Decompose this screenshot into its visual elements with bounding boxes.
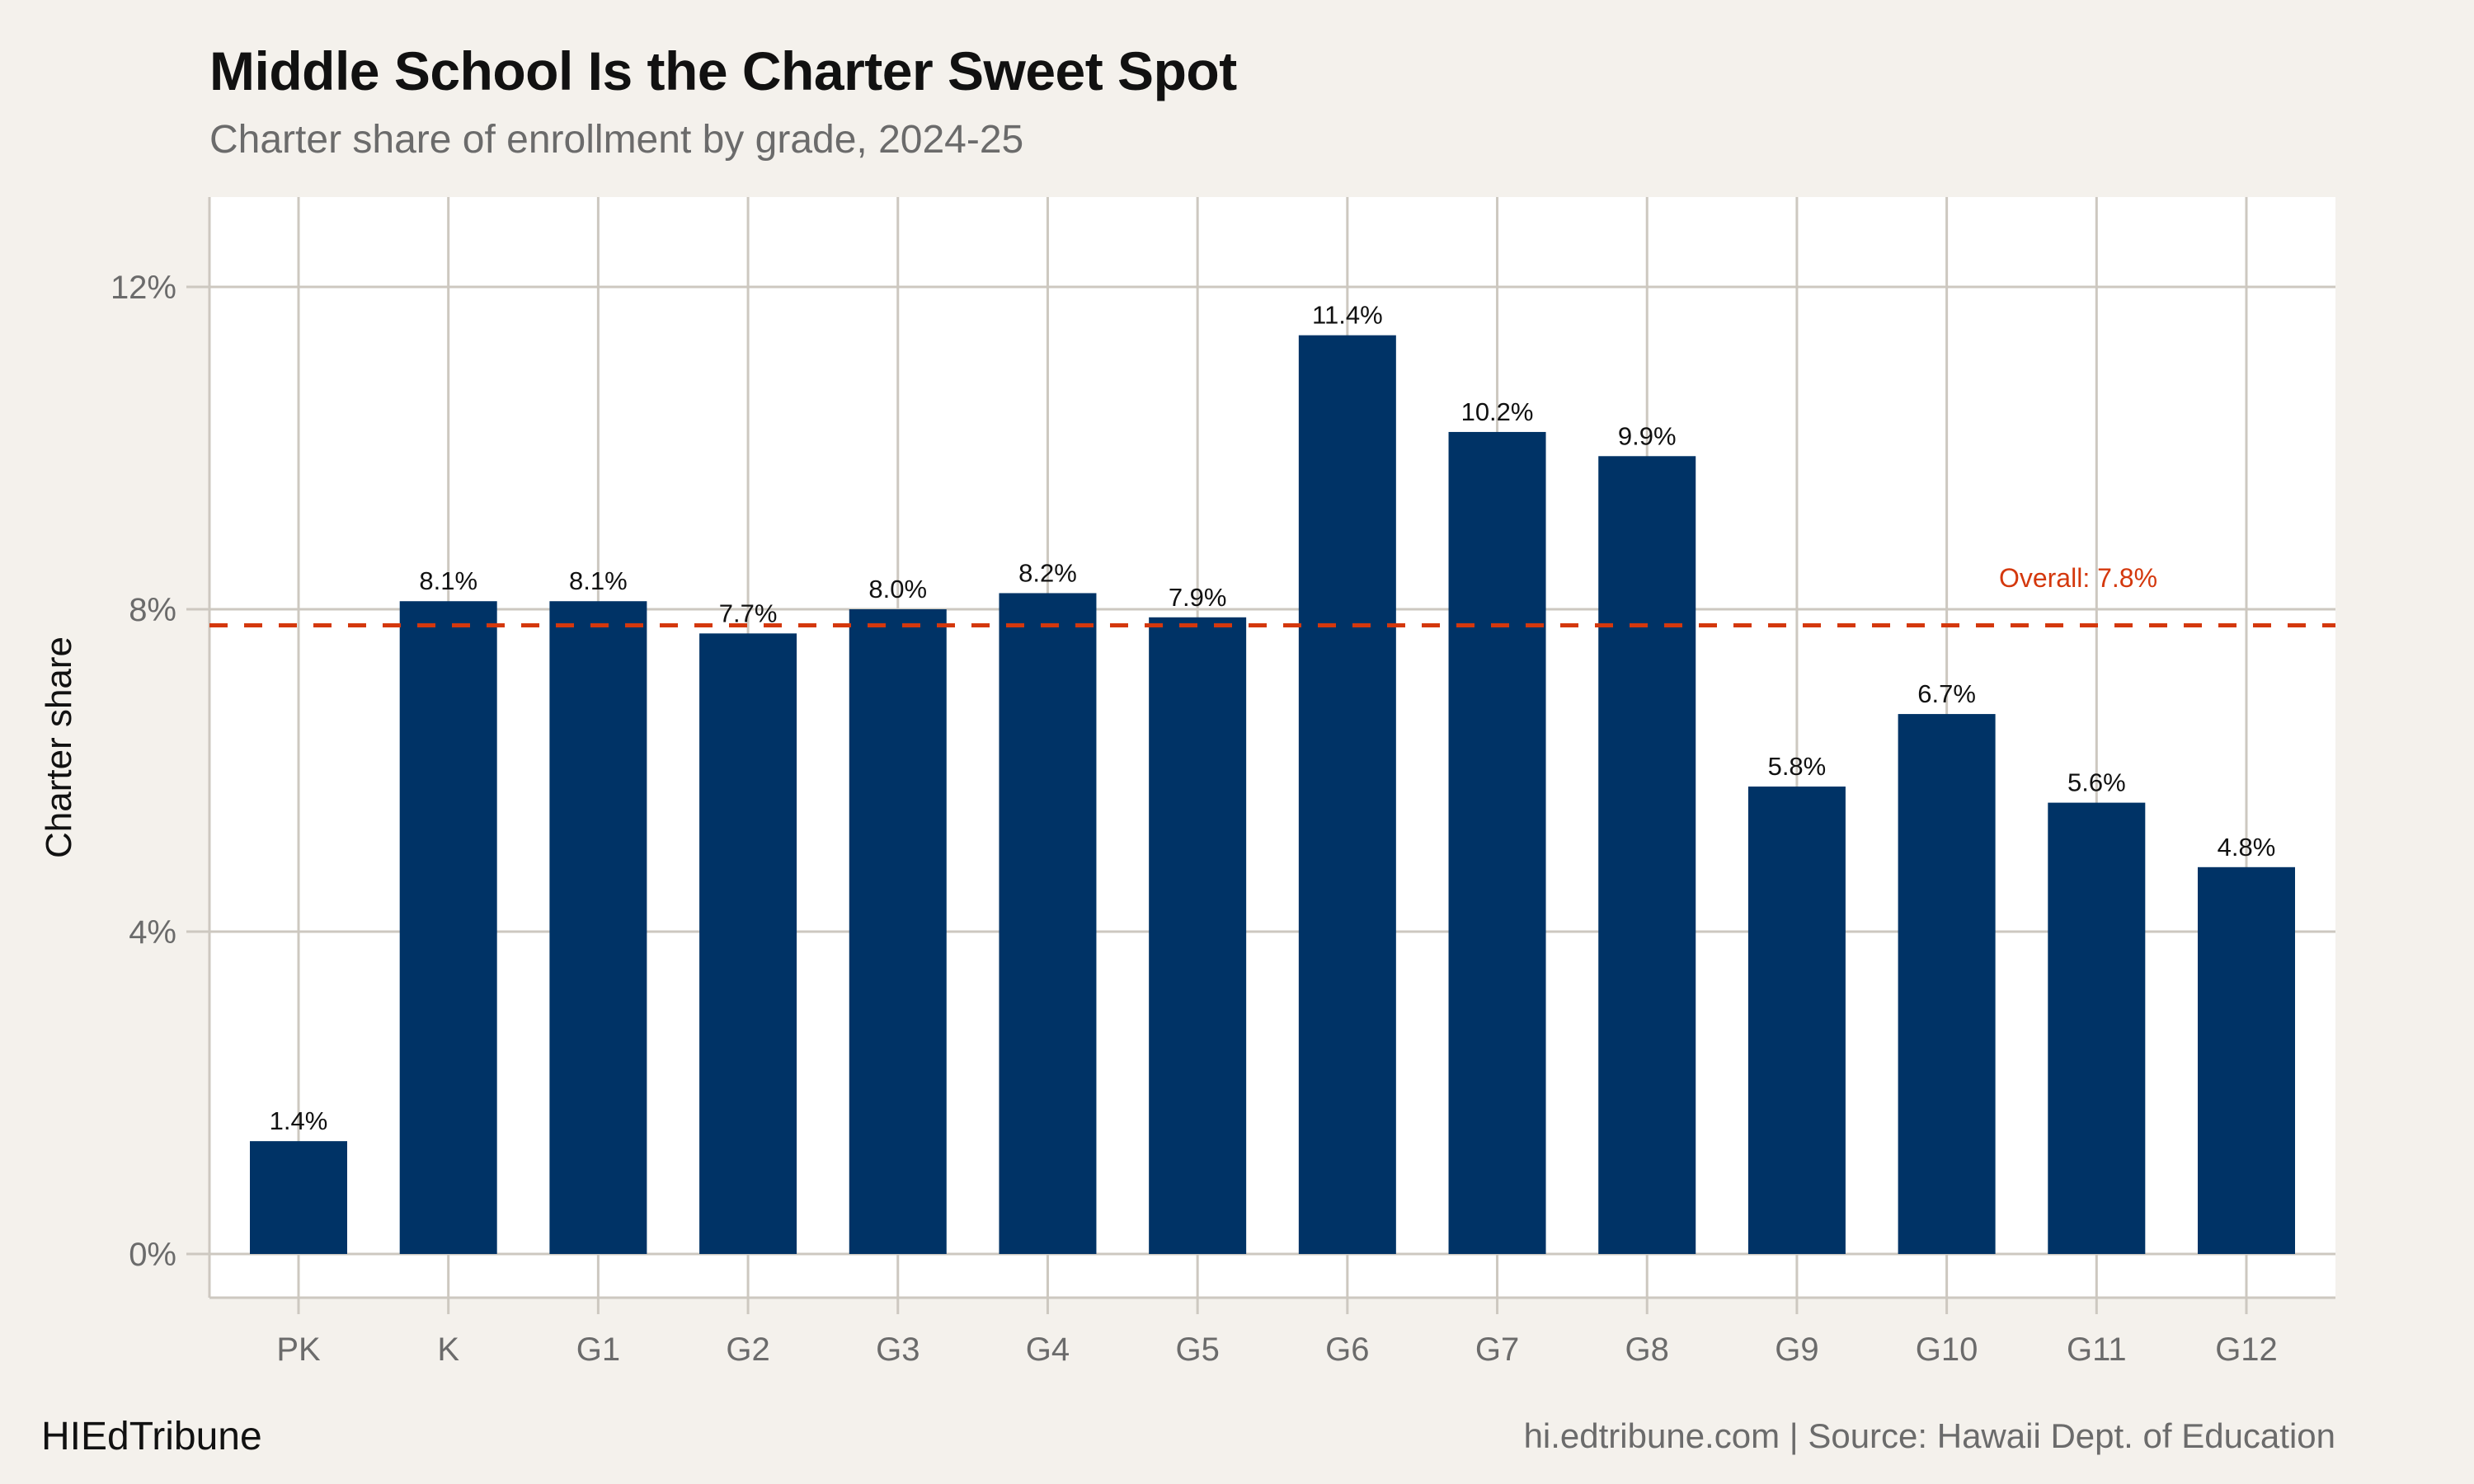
- bar-g10: [1898, 714, 1996, 1254]
- source-note: hi.edtribune.com | Source: Hawaii Dept. …: [1523, 1416, 2335, 1455]
- bar-g12: [2198, 866, 2295, 1254]
- x-tick-label: G12: [2215, 1331, 2278, 1368]
- y-tick-label: 12%: [111, 270, 176, 306]
- data-label: 5.8%: [1768, 752, 1827, 781]
- y-tick-label: 4%: [129, 914, 176, 951]
- bar-g8: [1598, 456, 1696, 1254]
- data-label: 5.6%: [2067, 768, 2126, 797]
- y-tick-label: 8%: [129, 592, 176, 628]
- y-axis-title: Charter share: [39, 636, 79, 858]
- bar-g1: [549, 601, 647, 1254]
- x-tick-label: K: [437, 1331, 459, 1368]
- x-tick-label: G11: [2067, 1331, 2127, 1368]
- plot-panel: [209, 197, 2335, 1298]
- data-label: 7.7%: [719, 599, 778, 627]
- x-tick-label: G6: [1325, 1331, 1369, 1368]
- data-label: 6.7%: [1917, 679, 1976, 708]
- chart-subtitle: Charter share of enrollment by grade, 20…: [209, 118, 1024, 162]
- bar-g2: [699, 633, 797, 1254]
- overall-reference-label: Overall: 7.8%: [1999, 563, 2157, 593]
- x-tick-label: G2: [726, 1331, 769, 1368]
- data-label: 8.2%: [1018, 558, 1077, 587]
- x-tick-label: G10: [1916, 1331, 1978, 1368]
- data-label: 10.2%: [1461, 397, 1534, 426]
- data-label: 1.4%: [270, 1106, 328, 1135]
- data-label: 8.1%: [419, 566, 477, 595]
- bar-g11: [2048, 802, 2146, 1254]
- bar-g6: [1298, 335, 1396, 1254]
- bar-g7: [1448, 431, 1546, 1254]
- x-tick-label: G3: [876, 1331, 920, 1368]
- data-label: 8.1%: [569, 566, 628, 595]
- data-label: 7.9%: [1169, 583, 1227, 612]
- x-tick-label: PK: [276, 1331, 321, 1368]
- x-tick-label: G1: [576, 1331, 620, 1368]
- x-tick-label: G5: [1175, 1331, 1219, 1368]
- x-tick-label: G9: [1775, 1331, 1818, 1368]
- data-label: 11.4%: [1312, 301, 1383, 330]
- bar-g9: [1747, 787, 1846, 1254]
- x-tick-label: G4: [1026, 1331, 1070, 1368]
- bar-pk: [250, 1141, 347, 1254]
- brand-label: HIEdTribune: [41, 1415, 262, 1458]
- bar-g4: [999, 593, 1097, 1254]
- data-label: 9.9%: [1618, 421, 1677, 450]
- data-label: 4.8%: [2218, 833, 2276, 862]
- bar-k: [399, 601, 497, 1254]
- bar-g5: [1149, 617, 1247, 1254]
- x-tick-label: G8: [1625, 1331, 1669, 1368]
- bar-g3: [849, 609, 947, 1254]
- chart-title: Middle School Is the Charter Sweet Spot: [209, 40, 1237, 101]
- x-tick-label: G7: [1475, 1331, 1519, 1368]
- y-tick-label: 0%: [129, 1237, 176, 1273]
- data-label: 8.0%: [868, 575, 927, 603]
